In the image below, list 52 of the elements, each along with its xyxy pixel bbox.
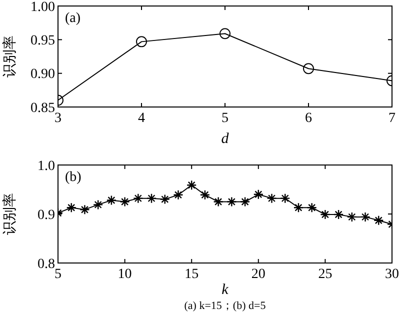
y-axis-title: 识别率 [2,193,18,235]
point [173,190,184,200]
y-tick-label: 0.85 [30,100,55,116]
point [346,212,358,222]
point [200,190,210,200]
point [266,193,277,204]
y-tick-label: 0.90 [30,67,55,82]
point [374,215,384,226]
annotation: (b) [65,170,82,185]
point [146,193,157,204]
x-tick-label: 7 [388,111,396,126]
point [280,193,290,204]
point [106,195,117,206]
y-tick-label: 0.9 [38,208,55,223]
x-tick-label: 15 [184,267,199,282]
point [226,196,237,207]
x-axis-title: d [221,131,230,147]
y-tick-label: 0.8 [38,256,55,272]
y-axis-title: 识别率 [2,36,18,78]
y-tick-label: 1.0 [38,158,55,174]
point [333,209,344,220]
point [120,196,130,207]
point [66,202,76,213]
x-tick-label: 25 [318,267,332,282]
point [360,212,370,222]
point [80,204,90,215]
x-tick-label: 5 [54,267,62,282]
x-tick-label: 20 [251,267,266,282]
y-tick-label: 1.00 [30,0,55,15]
point [186,180,197,190]
point [160,194,170,204]
point [213,196,224,207]
x-axis-title: k [222,282,229,298]
text: (a) k=15；(b) d=5 [184,300,266,312]
annotation: (a) [65,11,81,26]
point [133,193,144,204]
x-tick-label: 4 [138,111,145,126]
point [306,202,317,213]
point [92,200,104,210]
x-tick-label: 10 [118,267,132,282]
y-tick-label: 0.95 [30,34,55,49]
point [240,196,250,207]
point [293,202,304,213]
point [320,209,330,220]
point [253,189,264,200]
x-tick-label: 6 [305,111,312,126]
x-tick-label: 5 [222,111,228,126]
point [136,36,147,48]
point [303,63,314,74]
point [220,28,230,40]
x-tick-label: 30 [385,267,399,282]
x-tick-label: 3 [54,111,62,126]
